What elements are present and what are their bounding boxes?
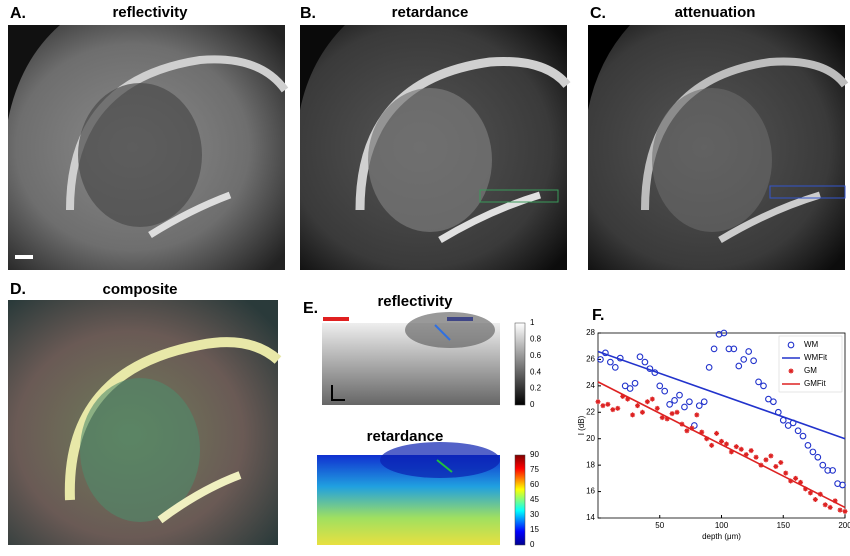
- y-tick-label: 28: [586, 328, 595, 337]
- scatter-point: [838, 508, 843, 513]
- legend-label: GM: [804, 366, 817, 375]
- panel-letter: E.: [303, 300, 318, 317]
- x-axis-label: depth (μm): [702, 532, 741, 541]
- figure: A. reflectivity B. retardance C. attenua…: [0, 0, 850, 551]
- x-tick-label: 50: [655, 521, 664, 530]
- legend-label: WMFit: [804, 353, 828, 362]
- legend-label: GMFit: [804, 379, 827, 388]
- colorbar-tick-label: 75: [530, 465, 539, 474]
- x-tick-label: 100: [715, 521, 729, 530]
- colorbar-tick-label: 15: [530, 525, 539, 534]
- colorbar-tick-label: 0: [530, 540, 535, 549]
- panel-title: retardance: [367, 428, 444, 445]
- legend-label: WM: [804, 340, 819, 349]
- scatter-point: [630, 412, 635, 417]
- panel-b-image: [300, 25, 567, 270]
- scatter-point: [768, 453, 773, 458]
- scatter-point: [645, 399, 650, 404]
- panel-title: composite: [102, 281, 177, 298]
- x-tick-label: 200: [838, 521, 850, 530]
- scatter-point: [749, 448, 754, 453]
- colorbar-tick-label: 30: [530, 510, 539, 519]
- y-tick-label: 26: [586, 355, 595, 364]
- scatter-point: [655, 406, 660, 411]
- panel-letter: A.: [10, 5, 26, 22]
- panel-letter: F.: [592, 307, 604, 324]
- colorbar-tick-label: 0.2: [530, 384, 542, 393]
- scatter-point: [675, 410, 680, 415]
- scatter-point: [605, 402, 610, 407]
- scatter-point: [793, 476, 798, 481]
- scatter-point: [778, 460, 783, 465]
- scatter-point: [773, 464, 778, 469]
- scatter-point: [754, 455, 759, 460]
- scatter-point: [763, 457, 768, 462]
- scatter-point: [640, 410, 645, 415]
- panel-title: attenuation: [675, 4, 756, 21]
- panel-a-image: [8, 25, 285, 270]
- scatter-point: [783, 471, 788, 476]
- panel-c-image: [588, 25, 845, 270]
- panel-d-image: [8, 300, 278, 545]
- scatter-point: [670, 411, 675, 416]
- scatter-point: [610, 407, 615, 412]
- scatter-point: [823, 502, 828, 507]
- colorbar-tick-label: 90: [530, 450, 539, 459]
- panel-letter: D.: [10, 281, 26, 298]
- scatter-point: [709, 443, 714, 448]
- panel-letter: C.: [590, 5, 606, 22]
- y-tick-label: 20: [586, 434, 595, 443]
- colorbar-tick-label: 0: [530, 400, 535, 409]
- panel-title: reflectivity: [377, 293, 453, 310]
- scatter-point: [694, 412, 699, 417]
- scatter-point: [828, 505, 833, 510]
- y-tick-label: 16: [586, 487, 595, 496]
- scatter-point: [813, 497, 818, 502]
- legend-swatch: [789, 369, 794, 374]
- y-tick-label: 14: [586, 513, 595, 522]
- chart: 14 16 18 20 22 24 26 28 50 100 150 200 depth (μm) I (…: [577, 328, 850, 541]
- panel-letter: B.: [300, 5, 316, 22]
- scatter-point: [615, 406, 620, 411]
- scatter-point: [600, 403, 605, 408]
- colorbar-tick-label: 0.6: [530, 351, 542, 360]
- colorbar-tick-label: 45: [530, 495, 539, 504]
- colorbar-tick-label: 1: [530, 318, 535, 327]
- panel-title: retardance: [392, 4, 469, 21]
- y-tick-label: 24: [586, 381, 595, 390]
- scatter-point: [714, 431, 719, 436]
- panel-title: reflectivity: [112, 4, 188, 21]
- scatter-point: [734, 444, 739, 449]
- colorbar-tick-label: 0.4: [530, 367, 542, 376]
- scatter-point: [684, 428, 689, 433]
- scatter-point: [739, 447, 744, 452]
- scatter-point: [843, 509, 848, 514]
- scatter-point: [596, 399, 601, 404]
- scatter-point: [635, 403, 640, 408]
- y-tick-label: 18: [586, 460, 595, 469]
- x-tick-label: 150: [777, 521, 791, 530]
- y-tick-label: 22: [586, 407, 595, 416]
- colorbar-tick-label: 60: [530, 480, 539, 489]
- y-axis-label: I (dB): [577, 415, 586, 435]
- colorbar-tick-label: 0.8: [530, 335, 542, 344]
- scatter-point: [650, 397, 655, 402]
